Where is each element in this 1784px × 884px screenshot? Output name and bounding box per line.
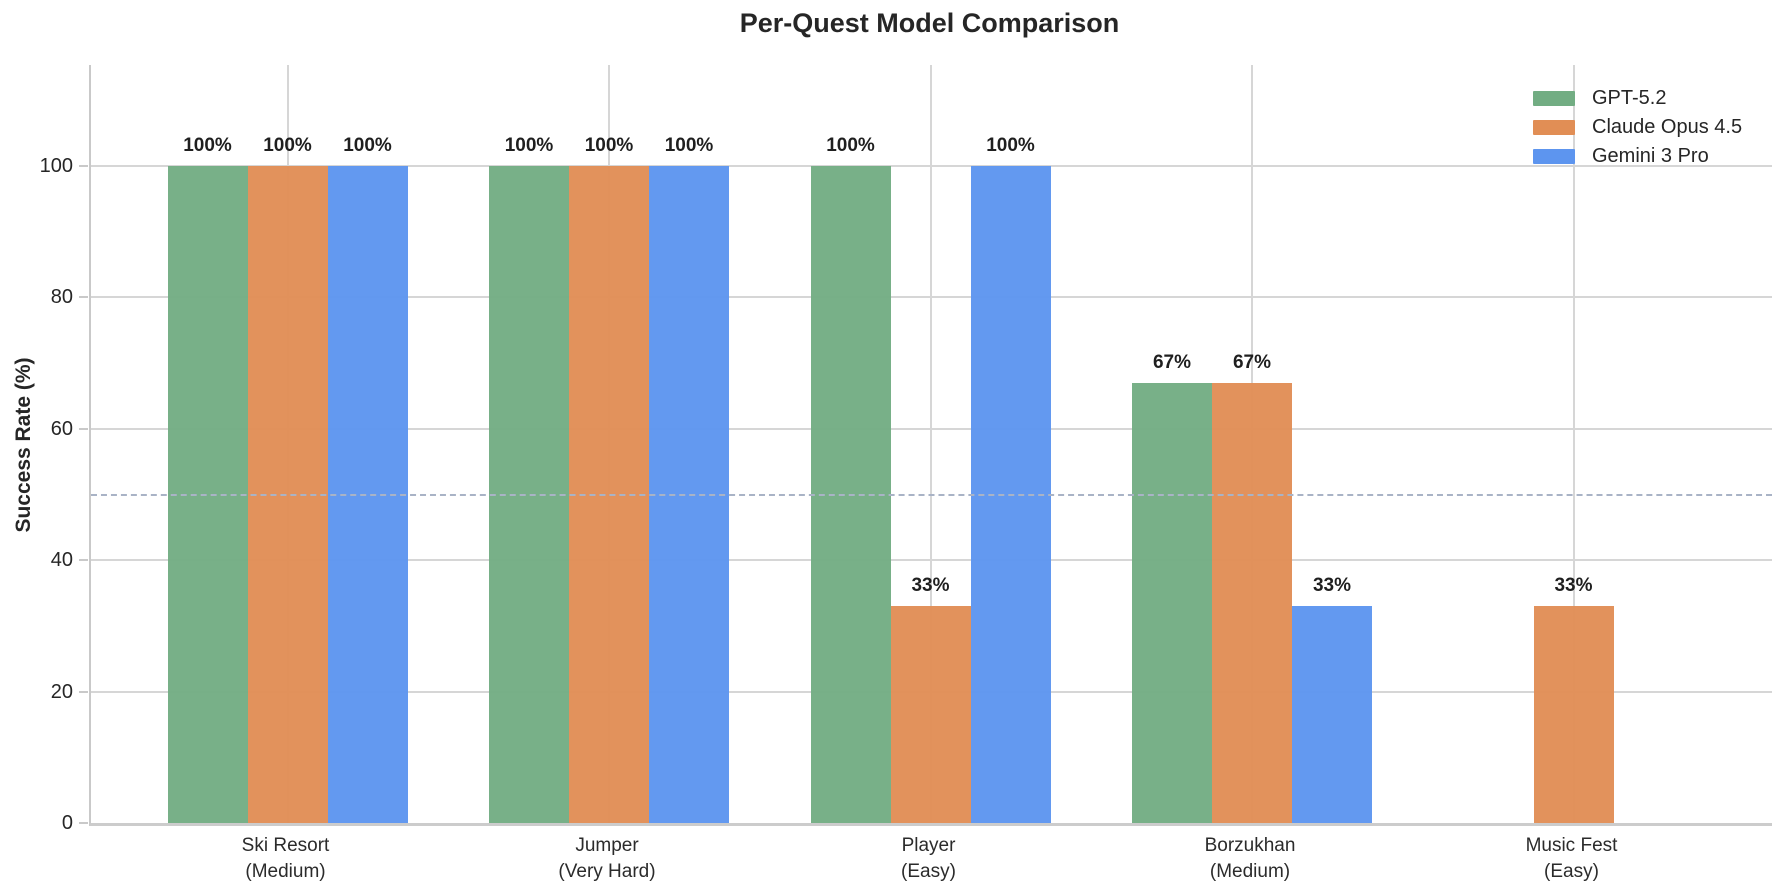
- x-category-name: Ski Resort: [241, 835, 330, 856]
- legend-item: Gemini 3 Pro: [1533, 142, 1742, 171]
- y-tick-mark: [79, 427, 88, 430]
- x-category-label: Borzukhan (Medium): [1090, 833, 1410, 884]
- x-category-label: Ski Resort (Medium): [126, 833, 446, 884]
- x-category-difficulty: (Easy): [1544, 861, 1599, 882]
- bar-value-label: 100%: [343, 135, 392, 156]
- y-tick-label: 60: [50, 417, 73, 440]
- y-tick-label: 20: [50, 680, 73, 703]
- bar-value-label: 67%: [1152, 351, 1192, 373]
- x-category-name: Borzukhan: [1204, 835, 1296, 856]
- legend: GPT-5.2 Claude Opus 4.5 Gemini 3 Pro: [1533, 84, 1742, 171]
- bar-value-label: 33%: [911, 575, 950, 597]
- h-gridline: [91, 559, 1772, 562]
- legend-item: Claude Opus 4.5: [1533, 113, 1742, 142]
- v-gridline: [1572, 65, 1575, 823]
- x-category-difficulty: (Medium): [245, 861, 326, 882]
- bar-value-label: 100%: [826, 135, 875, 156]
- bar-value-label: 33%: [1554, 575, 1593, 597]
- h-gridline: [91, 165, 1772, 167]
- y-tick-mark: [79, 165, 88, 167]
- bar-gpt-5-2: [1132, 382, 1212, 823]
- bar-claude-opus-4-5: [1212, 382, 1292, 823]
- legend-label: GPT-5.2: [1592, 87, 1667, 109]
- bar-value-label: 67%: [1232, 351, 1272, 373]
- x-category-name: Player: [901, 835, 956, 856]
- legend-swatch: [1533, 149, 1575, 164]
- x-category-difficulty: (Medium): [1209, 861, 1291, 882]
- x-category-difficulty: (Easy): [901, 861, 956, 882]
- h-gridline: [91, 427, 1772, 430]
- reference-line-50pct: [91, 493, 1772, 496]
- h-gridline: [91, 296, 1772, 299]
- y-tick-mark: [79, 690, 88, 693]
- legend-swatch: [1533, 120, 1575, 135]
- legend-label: Claude Opus 4.5: [1592, 116, 1743, 138]
- bar-value-label: 100%: [504, 135, 554, 156]
- v-gridline: [929, 65, 932, 823]
- bar-value-label: 100%: [986, 135, 1035, 156]
- chart-title: Per-Quest Model Comparison: [739, 8, 1120, 38]
- legend-item: GPT-5.2: [1533, 84, 1742, 113]
- x-category-label: Player (Easy): [769, 833, 1089, 884]
- y-axis-title: Success Rate (%): [12, 357, 35, 533]
- bar-gemini-3-pro: [1292, 606, 1372, 823]
- x-category-label: Music Fest (Easy): [1412, 833, 1732, 884]
- legend-label: Gemini 3 Pro: [1592, 145, 1709, 167]
- bar-value-label: 100%: [263, 135, 312, 156]
- y-tick-mark: [79, 559, 88, 562]
- y-tick-label: 100: [39, 155, 73, 177]
- y-tick-label: 40: [50, 549, 73, 572]
- x-category-difficulty: (Very Hard): [558, 861, 656, 882]
- y-tick-label: 80: [50, 286, 73, 309]
- bar-value-label: 100%: [183, 135, 232, 156]
- y-tick-mark: [79, 296, 88, 299]
- y-tick-label: 0: [61, 812, 73, 834]
- y-tick-mark: [79, 822, 88, 824]
- bar-value-label: 33%: [1312, 575, 1352, 597]
- x-category-name: Jumper: [575, 835, 639, 856]
- plot-area: 100% 100% 100% 100% 100% 100% 100% 33% 100% 67% 67…: [89, 65, 1772, 826]
- bar-value-label: 100%: [664, 135, 714, 156]
- x-category-name: Music Fest: [1525, 835, 1618, 856]
- bar-value-label: 100%: [584, 135, 634, 156]
- bar-claude-opus-4-5: [890, 606, 971, 823]
- legend-swatch: [1533, 91, 1575, 106]
- x-category-label: Jumper (Very Hard): [447, 833, 767, 884]
- bar-claude-opus-4-5: [1533, 606, 1614, 823]
